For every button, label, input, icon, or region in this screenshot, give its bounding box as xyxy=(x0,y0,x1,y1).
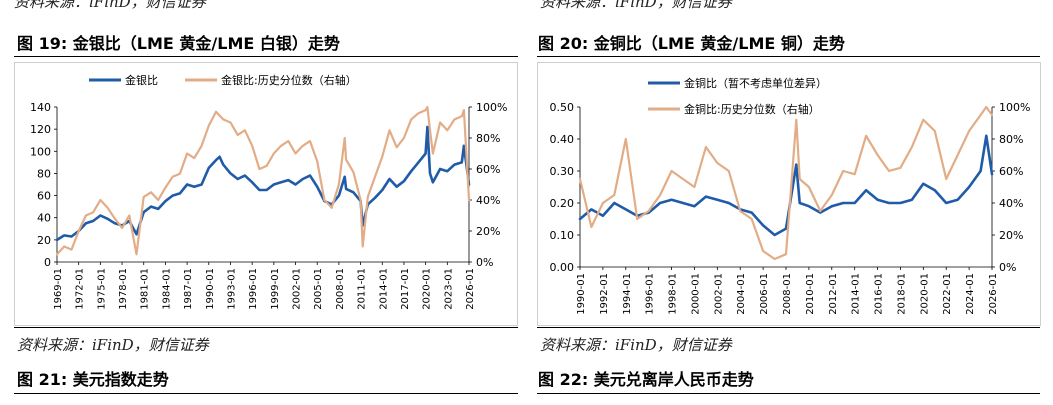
title-rule-left xyxy=(14,56,518,57)
x-tick-label: 2026-01 xyxy=(465,268,476,310)
x-tick-label: 1993-01 xyxy=(226,268,237,310)
legend-label-1: 金铜比（暂不考虑单位差异） xyxy=(684,76,827,90)
x-tick-label: 1996-01 xyxy=(248,268,259,310)
y-right-tick-label: 20% xyxy=(999,229,1023,242)
x-tick-label: 2008-01 xyxy=(782,273,793,315)
figure-20-title: 图 20: 金铜比（LME 黄金/LME 铜）走势 xyxy=(538,34,845,53)
x-tick-label: 1998-01 xyxy=(668,273,679,315)
x-tick-label: 1972-01 xyxy=(75,268,86,310)
series-line-2 xyxy=(578,105,994,261)
y-right-tick-label: 40% xyxy=(999,197,1023,210)
x-tick-label: 2008-01 xyxy=(335,268,346,310)
x-tick-label: 1994-01 xyxy=(622,273,633,315)
x-tick-label: 2016-01 xyxy=(874,273,885,315)
source-note-left: 资料来源：iFinD，财信证券 xyxy=(17,336,209,354)
y-right-tick-label: 0% xyxy=(476,256,493,269)
title-rule-right xyxy=(537,56,1040,57)
x-tick-label: 2018-01 xyxy=(896,273,907,315)
y-right-tick-label: 20% xyxy=(476,225,500,238)
x-tick-label: 1981-01 xyxy=(140,268,151,310)
y-left-tick-label: 0.30 xyxy=(550,165,575,178)
x-tick-label: 2002-01 xyxy=(292,268,303,310)
x-tick-label: 2000-01 xyxy=(690,273,701,315)
x-tick-label: 2004-01 xyxy=(736,273,747,315)
gold-silver-ratio-chart: 0 20 40 60 80 100 120 140 0% 20% 40% 60% 80% 100% 1969… xyxy=(30,73,507,310)
y-left-tick-label: 40 xyxy=(37,212,51,225)
y-right-tick-label: 60% xyxy=(476,163,500,176)
x-tick-label: 2014-01 xyxy=(851,273,862,315)
x-tick-label: 2012-01 xyxy=(828,273,839,315)
series-line-1 xyxy=(55,125,471,242)
y-right-tick-label: 40% xyxy=(476,194,500,207)
x-tick-label: 2026-01 xyxy=(988,273,999,315)
y-left-tick-label: 0.00 xyxy=(550,261,575,274)
y-left-tick-label: 80 xyxy=(37,167,51,180)
y-left-tick-label: 0 xyxy=(44,256,51,269)
x-tick-label: 2024-01 xyxy=(965,273,976,315)
y-left-tick-label: 0.20 xyxy=(550,197,575,210)
x-tick-label: 2022-01 xyxy=(942,273,953,315)
y-left-tick-label: 60 xyxy=(37,190,51,203)
y-left-tick-label: 0.50 xyxy=(550,101,575,114)
x-tick-label: 1987-01 xyxy=(183,268,194,310)
y-right-tick-label: 80% xyxy=(999,133,1023,146)
series-line-2 xyxy=(55,105,471,256)
x-tick-label: 1975-01 xyxy=(96,268,107,310)
figure-21-title: 图 21: 美元指数走势 xyxy=(17,370,169,389)
source-note-right: 资料来源：iFinD，财信证券 xyxy=(540,336,732,354)
x-tick-label: 2002-01 xyxy=(713,273,724,315)
y-right-tick-label: 100% xyxy=(476,101,507,114)
bottom-title-rule-left xyxy=(14,393,518,394)
y-left-tick-label: 140 xyxy=(30,101,51,114)
x-tick-label: 2005-01 xyxy=(313,268,324,310)
x-tick-label: 2006-01 xyxy=(759,273,770,315)
x-tick-label: 2017-01 xyxy=(400,268,411,310)
y-left-tick-label: 0.10 xyxy=(550,229,575,242)
x-tick-label: 2011-01 xyxy=(357,268,368,310)
figure-22-title: 图 22: 美元兑离岸人民币走势 xyxy=(538,370,754,389)
y-right-tick-label: 0% xyxy=(999,261,1016,274)
bottom-rule-right xyxy=(537,327,1040,328)
chart-panel-gold-copper: 0.00 0.10 0.20 0.30 0.40 0.50 0% 20% 40% 60% 80% 10… xyxy=(537,62,1041,326)
y-left-tick-label: 120 xyxy=(30,123,51,136)
y-right-tick-label: 100% xyxy=(999,101,1030,114)
x-tick-label: 2020-01 xyxy=(919,273,930,315)
legend-label-2: 金银比:历史分位数（右轴） xyxy=(221,73,357,87)
x-tick-label: 2010-01 xyxy=(805,273,816,315)
x-tick-label: 1992-01 xyxy=(599,273,610,315)
legend-label-1: 金银比 xyxy=(125,73,158,87)
source-note-top-right: 资料来源：iFinD，财信证券 xyxy=(540,0,732,11)
bottom-rule-left xyxy=(14,327,518,328)
y-left-tick-label: 0.40 xyxy=(550,133,575,146)
figure-19-title: 图 19: 金银比（LME 黄金/LME 白银）走势 xyxy=(17,34,340,53)
source-note-top-left: 资料来源：iFinD，财信证券 xyxy=(14,0,206,11)
x-tick-label: 1984-01 xyxy=(161,268,172,310)
legend-label-2: 金铜比:历史分位数（右轴） xyxy=(684,102,820,116)
x-tick-label: 2014-01 xyxy=(378,268,389,310)
x-tick-label: 1996-01 xyxy=(645,273,656,315)
y-left-tick-label: 20 xyxy=(37,234,51,247)
x-tick-label: 1999-01 xyxy=(270,268,281,310)
x-tick-label: 1990-01 xyxy=(205,268,216,310)
series-line-1 xyxy=(578,134,994,237)
bottom-title-rule-right xyxy=(537,393,1040,394)
chart-panel-gold-silver: 0 20 40 60 80 100 120 140 0% 20% 40% 60% 80% 100% 1969… xyxy=(14,62,518,326)
x-tick-label: 2020-01 xyxy=(422,268,433,310)
x-tick-label: 1990-01 xyxy=(576,273,587,315)
x-tick-label: 1978-01 xyxy=(118,268,129,310)
y-left-tick-label: 100 xyxy=(30,145,51,158)
y-right-tick-label: 80% xyxy=(476,132,500,145)
gold-copper-ratio-chart: 0.00 0.10 0.20 0.30 0.40 0.50 0% 20% 40% 60% 80% 10… xyxy=(550,76,1031,315)
y-right-tick-label: 60% xyxy=(999,165,1023,178)
x-tick-label: 2023-01 xyxy=(443,268,454,310)
x-tick-label: 1969-01 xyxy=(53,268,64,310)
